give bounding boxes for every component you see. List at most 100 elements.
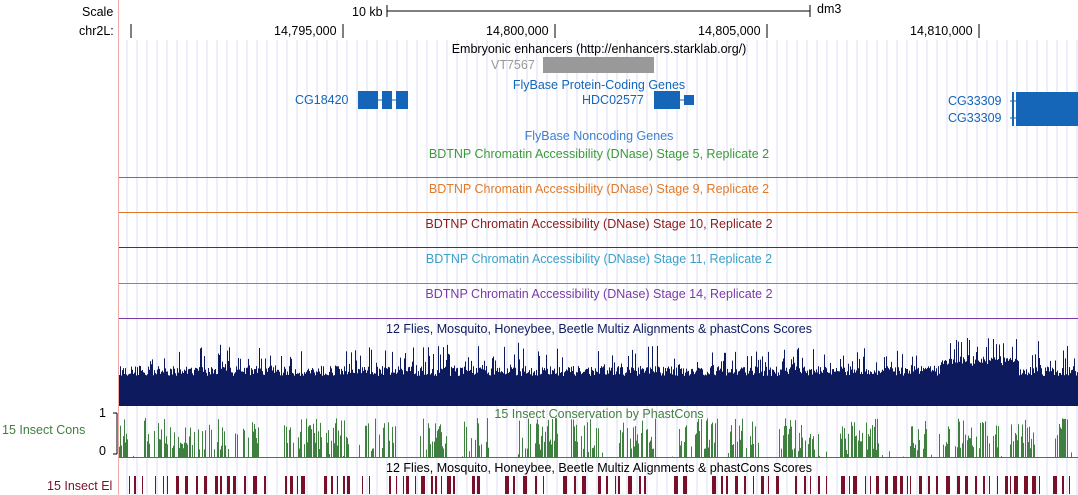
conserved-element (975, 476, 977, 494)
cons15-track-title[interactable]: 15 Insect Conservation by PhastCons (494, 407, 704, 421)
conserved-element (795, 476, 797, 494)
conserved-element (535, 476, 537, 494)
gene-model-cg33309-isoform[interactable] (1010, 109, 1078, 129)
cons15-axis-max: 1 (99, 406, 106, 420)
conserved-element (347, 476, 350, 494)
conserved-element (574, 476, 576, 494)
ruler-tick-label: 14,810,000 (910, 24, 973, 38)
conserved-element (870, 476, 871, 494)
position-ruler (130, 24, 980, 38)
elements-side-label[interactable]: 15 Insect El (47, 479, 113, 493)
conserved-element (776, 476, 779, 494)
left-border-line (118, 0, 119, 495)
dnase-stage9-signal[interactable] (119, 212, 1078, 213)
dnase-stage10-title[interactable]: BDTNP Chromatin Accessibility (DNase) St… (425, 217, 773, 231)
conserved-element (1005, 476, 1008, 494)
assembly-label: dm3 (817, 2, 842, 16)
conserved-element (505, 476, 509, 494)
conserved-element (919, 476, 922, 494)
dnase-stage9-title[interactable]: BDTNP Chromatin Accessibility (DNase) St… (428, 182, 770, 196)
conserved-element (582, 476, 586, 494)
conserved-element (142, 476, 143, 494)
conserved-element (477, 476, 480, 494)
conserved-element (297, 476, 298, 494)
conserved-element (337, 476, 338, 494)
conserved-element (389, 476, 391, 494)
conserved-element (721, 476, 723, 494)
conserved-element (989, 476, 990, 494)
dnase-stage10-signal[interactable] (119, 247, 1078, 248)
conserved-element (1053, 476, 1057, 494)
conserved-element (167, 476, 168, 494)
conserved-element (406, 476, 409, 494)
conserved-element (810, 476, 811, 494)
conserved-element (865, 476, 866, 494)
dnase-stage14-title[interactable]: BDTNP Chromatin Accessibility (DNase) St… (425, 287, 773, 301)
coding-genes-track-title[interactable]: FlyBase Protein-Coding Genes (512, 78, 686, 92)
conserved-element (683, 476, 687, 494)
gene-label-cg33309[interactable]: CG33309 (948, 94, 1002, 108)
conserved-element (244, 476, 246, 494)
multiz-track-title[interactable]: 12 Flies, Mosquito, Honeybee, Beetle Mul… (386, 322, 812, 336)
scale-bar (386, 5, 811, 17)
conserved-element (176, 476, 179, 494)
conserved-element (215, 476, 218, 494)
conserved-element (1024, 476, 1028, 494)
conserved-elements-track[interactable] (119, 476, 1078, 495)
conserved-element (907, 476, 908, 494)
conserved-element (885, 476, 888, 494)
conserved-element (421, 476, 425, 494)
conserved-element (936, 476, 938, 494)
gene-model-hdc02577[interactable] (652, 90, 702, 110)
conserved-element (1069, 476, 1070, 494)
conserved-element (628, 476, 632, 494)
gene-model-cg18420[interactable] (356, 90, 416, 110)
conserved-element (928, 476, 930, 494)
gene-label-cg18420[interactable]: CG18420 (295, 93, 349, 107)
conserved-element (598, 476, 601, 494)
conserved-element (997, 476, 998, 494)
multiz-wiggle-bars (119, 338, 1078, 406)
multiz-conservation-wiggle[interactable] (119, 336, 1078, 406)
dnase-stage14-signal[interactable] (119, 318, 1078, 319)
noncoding-genes-track-title[interactable]: FlyBase Noncoding Genes (524, 129, 674, 143)
dnase-stage11-signal[interactable] (119, 283, 1078, 284)
conserved-element (946, 476, 950, 494)
gene-label-hdc02577[interactable]: HDC02577 (582, 93, 644, 107)
dnase-stage5-signal[interactable] (119, 177, 1078, 178)
conserved-element (196, 476, 198, 494)
conserved-element (826, 476, 827, 494)
conserved-element (523, 476, 527, 494)
conserved-element (441, 476, 442, 494)
conserved-element (768, 476, 769, 494)
conserved-element (431, 476, 433, 494)
conserved-element (726, 476, 728, 494)
gene-label-cg33309-isoform[interactable]: CG33309 (948, 111, 1002, 125)
cons15-wiggle[interactable] (119, 414, 1078, 458)
conserved-element (513, 476, 515, 494)
multiz2-track-title[interactable]: 12 Flies, Mosquito, Honeybee, Beetle Mul… (386, 461, 812, 475)
conserved-element (753, 476, 754, 494)
scale-bar-label: 10 kb (352, 5, 383, 19)
gene-model-cg33309[interactable] (1010, 91, 1078, 111)
conserved-element (965, 476, 968, 494)
conserved-element (396, 476, 397, 494)
conserved-element (220, 476, 222, 494)
scale-label: Scale (82, 5, 114, 19)
conserved-element (415, 476, 416, 494)
enhancers-track-title[interactable]: Embryonic enhancers (http://enhancers.st… (451, 42, 747, 56)
conserved-element (563, 476, 567, 494)
conserved-element (543, 476, 544, 494)
cons15-side-label[interactable]: 15 Insect Cons (2, 423, 86, 437)
conserved-element (134, 476, 136, 494)
conserved-element (893, 476, 897, 494)
enhancer-feature[interactable] (543, 57, 654, 73)
dnase-stage5-title[interactable]: BDTNP Chromatin Accessibility (DNase) St… (428, 147, 770, 161)
dnase-stage11-title[interactable]: BDTNP Chromatin Accessibility (DNase) St… (425, 252, 773, 266)
conserved-element (639, 476, 641, 494)
conserved-element (615, 476, 616, 494)
conserved-element (818, 476, 820, 494)
conserved-element (1062, 476, 1064, 494)
enhancer-feature-label[interactable]: VT7567 (491, 58, 535, 72)
